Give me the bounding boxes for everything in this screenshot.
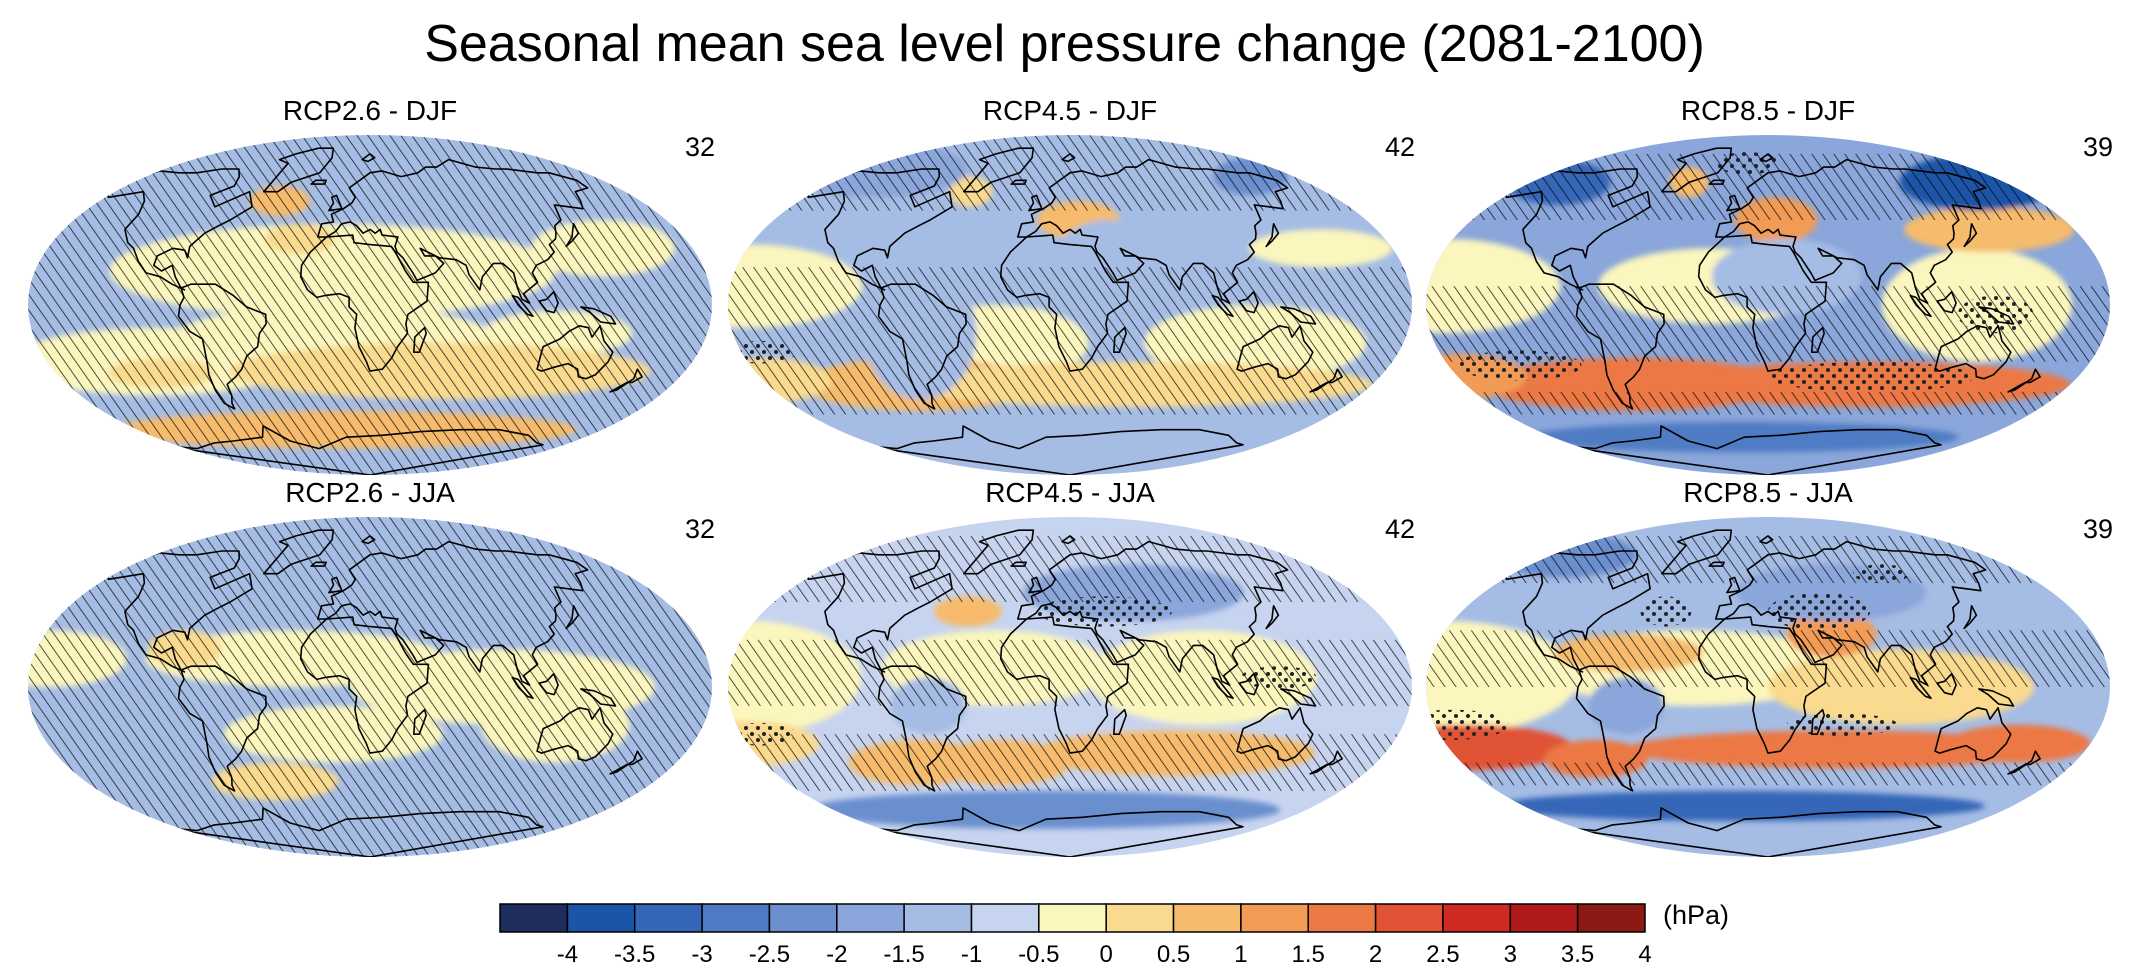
colorbar-bin	[1105, 903, 1175, 933]
colorbar-bin	[499, 903, 569, 933]
world-map	[1426, 517, 2110, 857]
colorbar-bin	[633, 903, 703, 933]
anomaly-region	[1626, 730, 2051, 769]
stipple-region	[1768, 592, 1871, 631]
model-count: 42	[1384, 514, 1415, 544]
anomaly-region	[1496, 790, 1986, 822]
colorbar-bin	[1509, 903, 1579, 933]
colorbar-tick-label: -0.5	[1018, 941, 1059, 968]
hatching-region	[1426, 391, 2110, 415]
stipple-region	[1786, 713, 1898, 737]
colorbar-tick-label: 3.5	[1561, 941, 1594, 968]
colorbar-bin	[1307, 903, 1377, 933]
anomaly-region	[807, 790, 1281, 829]
colorbar-bin	[1374, 903, 1444, 933]
colorbar-tick-label: 0.5	[1157, 941, 1190, 968]
model-count: 39	[2082, 514, 2113, 544]
colorbar-tick-label: 1.5	[1292, 941, 1325, 968]
stipple-region	[1853, 564, 1910, 584]
stipple-region	[1640, 596, 1692, 627]
stipple-region	[1957, 295, 2034, 334]
map-panel-rcp85-jja: RCP8.5 - JJA 39	[1423, 477, 2113, 862]
map-panel-rcp26-djf: RCP2.6 - DJF 32	[25, 95, 715, 480]
hatching-region	[1426, 630, 2110, 687]
model-count: 39	[2082, 132, 2113, 162]
anomaly-region	[1588, 677, 1665, 735]
colorbar-tick-label: -1	[961, 941, 982, 968]
stipple-region	[1240, 666, 1317, 689]
colorbar-bin	[1442, 903, 1512, 933]
world-map	[728, 135, 1412, 475]
colorbar-bin	[1576, 903, 1646, 933]
colorbar-tick-label: 0	[1100, 941, 1113, 968]
figure-title: Seasonal mean sea level pressure change …	[424, 15, 1705, 73]
coastlines	[1505, 147, 2041, 475]
colorbar-tick-label: 2.5	[1426, 941, 1459, 968]
colorbar-tick-label: 2	[1369, 941, 1382, 968]
colorbar-tick-label: 4	[1638, 941, 1651, 968]
stipple-region	[1426, 709, 1509, 740]
coastlines	[107, 147, 643, 475]
stipple-region	[728, 340, 797, 364]
map-panel-rcp45-djf: RCP4.5 - DJF 42	[725, 95, 1415, 480]
hatching-region	[28, 135, 712, 475]
world-map	[28, 135, 712, 475]
colorbar-tick-label: -2	[826, 941, 847, 968]
colorbar-bin	[1172, 903, 1242, 933]
model-count: 42	[1384, 132, 1415, 162]
hatching-region	[28, 517, 712, 857]
hatching-region	[728, 535, 1412, 602]
panel-title: RCP2.6 - JJA	[285, 477, 455, 508]
colorbar-tick-label: -4	[557, 941, 578, 968]
hatching-region	[1426, 762, 2110, 786]
anomaly-region	[1249, 229, 1393, 268]
world-map	[28, 517, 712, 857]
colorbar-tick-label: -3	[691, 941, 712, 968]
coastlines	[107, 529, 643, 857]
world-map	[1426, 135, 2110, 475]
stipple-region	[1035, 596, 1173, 627]
model-count: 32	[684, 132, 715, 162]
world-map	[728, 517, 1412, 857]
colorbar-bin	[701, 903, 771, 933]
stipple-region	[1768, 361, 1975, 392]
colorbar-bin	[768, 903, 838, 933]
stipple-region	[1457, 350, 1582, 381]
model-count: 32	[684, 514, 715, 544]
colorbar: -4 -3.5 -3 -2.5 -2 -1.5 -1 -0.5 0 0.5 1 1.5 2 2.5 3 3.5…	[499, 903, 1652, 968]
hatching-region	[728, 734, 1412, 791]
anomaly-region	[1947, 724, 2091, 763]
colorbar-bin	[970, 903, 1040, 933]
stipple-region	[728, 722, 797, 746]
hatching-region	[728, 267, 1412, 415]
colorbar-units: (hPa)	[1663, 900, 1730, 930]
panel-title: RCP4.5 - DJF	[982, 95, 1158, 126]
panel-title: RCP4.5 - JJA	[985, 477, 1155, 508]
map-panel-rcp26-jja: RCP2.6 - JJA 32	[25, 477, 715, 862]
coastlines	[807, 147, 1343, 475]
colorbar-bin	[566, 903, 636, 933]
colorbar-tick-label: -1.5	[883, 941, 924, 968]
colorbar-tick-label: -2.5	[749, 941, 790, 968]
colorbar-tick-label: 3	[1504, 941, 1517, 968]
colorbar-tick-label: 1	[1234, 941, 1247, 968]
map-panel-rcp45-jja: RCP4.5 - JJA 42	[725, 477, 1415, 862]
coastlines	[807, 529, 1343, 857]
colorbar-tick-label: -3.5	[614, 941, 655, 968]
panel-title: RCP2.6 - DJF	[282, 95, 458, 126]
colorbar-bin	[836, 903, 905, 933]
panel-title: RCP8.5 - JJA	[1683, 477, 1853, 508]
panel-title: RCP8.5 - DJF	[1680, 95, 1856, 126]
coastlines	[1505, 529, 2041, 857]
colorbar-bin	[1038, 903, 1107, 933]
colorbar-bin	[903, 903, 973, 933]
anomaly-region	[1426, 724, 1573, 771]
map-panel-rcp85-djf: RCP8.5 - DJF 39	[1423, 95, 2113, 480]
anomaly-region	[933, 596, 1002, 627]
colorbar-bin	[1240, 903, 1310, 933]
